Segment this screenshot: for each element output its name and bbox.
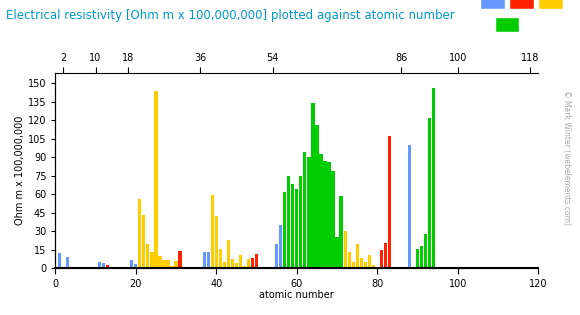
Bar	[339, 196, 343, 268]
Bar	[166, 260, 169, 268]
Bar	[416, 249, 419, 268]
Bar	[255, 254, 258, 268]
Bar	[130, 260, 133, 268]
Bar	[171, 266, 173, 268]
Bar	[295, 189, 299, 268]
Bar	[360, 258, 363, 268]
Bar	[202, 252, 206, 268]
Bar	[275, 243, 278, 268]
Bar	[320, 154, 322, 268]
Text: Electrical resistivity [Ohm m x 100,000,000] plotted against atomic number: Electrical resistivity [Ohm m x 100,000,…	[6, 9, 455, 22]
Bar	[343, 231, 347, 268]
Bar	[287, 176, 291, 268]
Bar	[235, 262, 238, 268]
Bar	[58, 253, 61, 268]
Bar	[243, 266, 246, 268]
Bar	[98, 262, 101, 268]
Bar	[142, 215, 146, 268]
Bar	[380, 250, 383, 268]
Bar	[223, 262, 226, 268]
Bar	[408, 145, 411, 268]
Bar	[219, 249, 222, 268]
Bar	[162, 261, 166, 268]
Bar	[364, 262, 367, 268]
Bar	[227, 240, 230, 268]
Bar	[283, 192, 287, 268]
Bar	[154, 91, 158, 268]
Text: © Mark Winter (webelements.com): © Mark Winter (webelements.com)	[562, 90, 571, 225]
Bar	[388, 136, 391, 268]
Bar	[372, 266, 375, 268]
Bar	[368, 255, 371, 268]
Bar	[179, 251, 182, 268]
Bar	[231, 260, 234, 268]
Bar	[424, 234, 427, 268]
Bar	[303, 152, 306, 268]
Bar	[247, 259, 250, 268]
Bar	[150, 252, 154, 268]
Bar	[311, 103, 314, 268]
Bar	[384, 243, 387, 268]
X-axis label: atomic number: atomic number	[259, 290, 334, 300]
Bar	[251, 258, 254, 268]
Bar	[307, 157, 310, 268]
Bar	[428, 117, 432, 268]
Bar	[106, 265, 109, 268]
Bar	[299, 176, 302, 268]
Bar	[432, 88, 436, 268]
Bar	[324, 161, 327, 268]
Bar	[420, 246, 423, 268]
Bar	[316, 125, 318, 268]
Bar	[66, 257, 69, 268]
Bar	[102, 263, 105, 268]
Bar	[335, 237, 339, 268]
Bar	[331, 171, 335, 268]
Bar	[279, 225, 282, 268]
Bar	[206, 252, 210, 268]
Bar	[328, 162, 331, 268]
Bar	[291, 184, 295, 268]
Bar	[146, 244, 150, 268]
Bar	[134, 264, 137, 268]
Bar	[215, 216, 218, 268]
Bar	[356, 244, 359, 268]
Bar	[138, 199, 142, 268]
Bar	[239, 255, 242, 268]
Bar	[211, 195, 214, 268]
Bar	[175, 261, 177, 268]
Bar	[351, 261, 355, 268]
Y-axis label: Ohm m x 100,000,000: Ohm m x 100,000,000	[15, 116, 25, 226]
Bar	[347, 252, 351, 268]
Bar	[158, 256, 162, 268]
